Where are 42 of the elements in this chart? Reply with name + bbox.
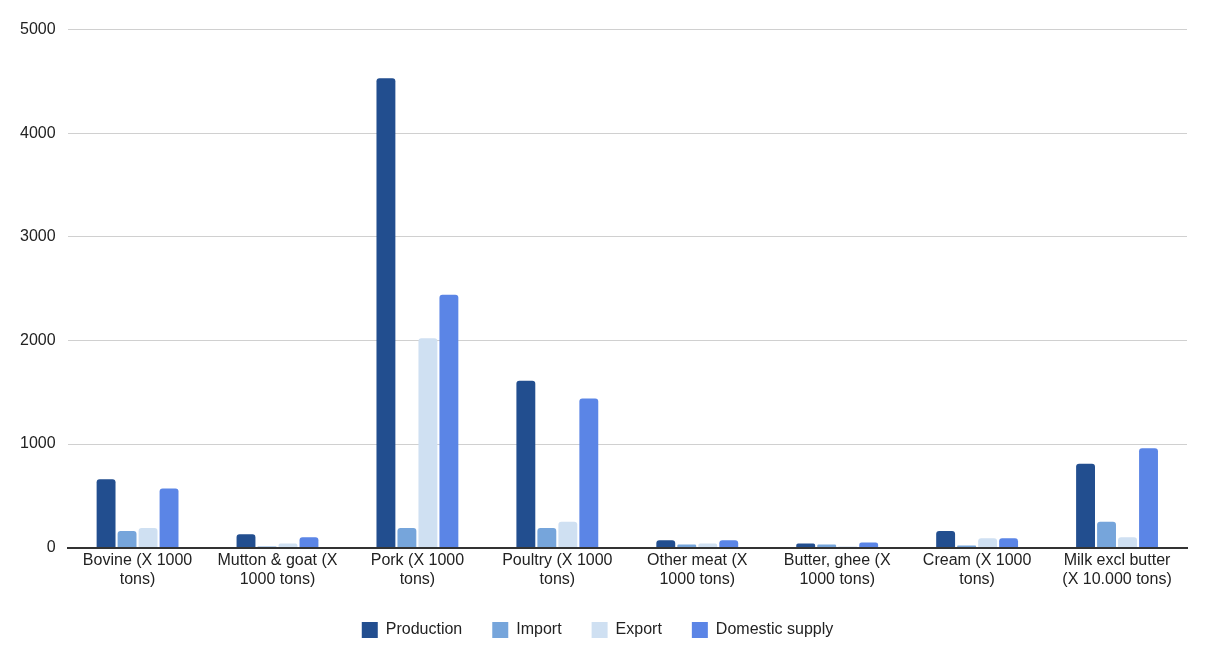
x-tick-label: Cream (X 1000 tons)	[922, 550, 1032, 587]
bar	[656, 540, 676, 548]
x-tick-label: Butter, ghee (X 1000 tons)	[783, 550, 891, 587]
bar	[299, 537, 319, 548]
bar	[397, 527, 417, 548]
bar	[96, 479, 116, 548]
bar	[999, 538, 1019, 548]
bar	[236, 534, 256, 548]
x-tick-label: Other meat (X 1000 tons)	[647, 550, 748, 587]
x-tick-label: Poultry (X 1000 tons)	[502, 550, 613, 587]
y-tick-label: 5000	[20, 20, 56, 38]
bar	[1097, 521, 1116, 548]
x-tick-label: Milk excl butter (X 10.000 tons)	[1062, 550, 1172, 587]
y-tick-label: 0	[46, 538, 56, 556]
legend-label: Import	[516, 620, 563, 638]
bar	[558, 521, 578, 548]
bar	[439, 294, 459, 548]
legend-label: Production	[385, 620, 463, 638]
x-tick-label: Mutton & goat (X 1000 tons)	[217, 550, 338, 587]
legend-label: Domestic supply	[715, 620, 834, 638]
bar	[936, 531, 956, 548]
bar	[159, 488, 179, 548]
x-tick-label: Bovine (X 1000 tons)	[82, 550, 193, 587]
bar	[719, 540, 739, 548]
bar	[1139, 448, 1158, 548]
bar	[376, 78, 396, 548]
bar	[978, 538, 998, 548]
legend-label: Export	[615, 620, 663, 638]
y-tick-label: 1000	[20, 434, 56, 452]
bar	[516, 380, 536, 548]
bar	[418, 338, 438, 548]
bar	[138, 527, 158, 548]
y-tick-label: 2000	[20, 330, 56, 348]
y-tick-label: 3000	[20, 227, 56, 245]
bar	[579, 398, 599, 548]
bar	[859, 542, 879, 548]
y-tick-label: 4000	[20, 123, 56, 141]
x-tick-label: Pork (X 1000 tons)	[370, 550, 465, 587]
bar	[1076, 463, 1095, 548]
bar	[1118, 537, 1137, 548]
bar	[117, 531, 137, 548]
bar	[537, 527, 557, 548]
